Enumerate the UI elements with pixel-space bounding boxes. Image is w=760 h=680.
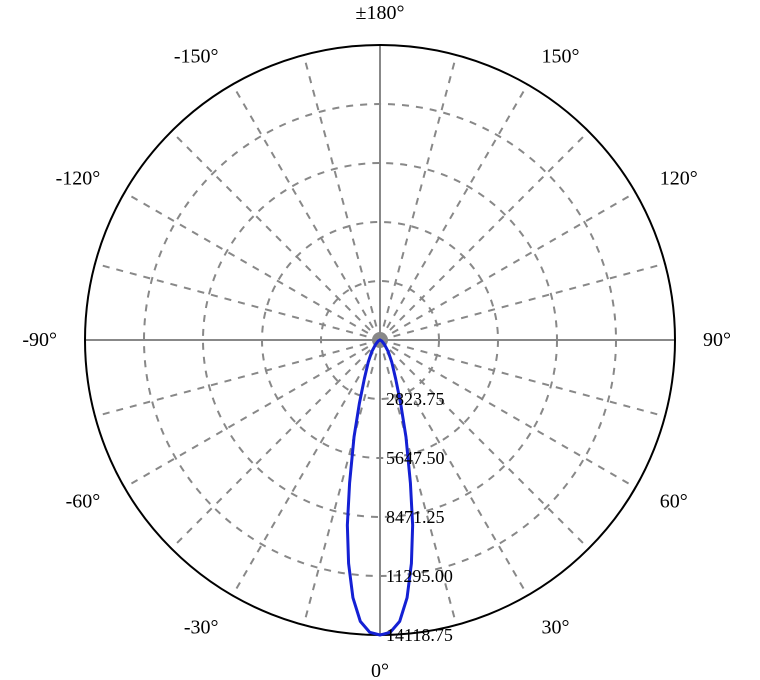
angle-label: 0° — [371, 660, 389, 680]
angle-label: -150° — [174, 45, 219, 67]
spoke — [380, 193, 635, 341]
spoke — [233, 85, 381, 340]
angle-label: -120° — [56, 168, 101, 190]
radial-tick-label: 14118.75 — [386, 625, 453, 645]
angle-label: 60° — [660, 491, 688, 513]
spoke — [171, 131, 380, 340]
angle-label: 30° — [542, 617, 570, 639]
angle-label: -90° — [22, 329, 57, 351]
spoke — [95, 340, 380, 416]
spoke — [125, 193, 380, 341]
spoke — [380, 264, 665, 340]
angle-label: 150° — [542, 45, 580, 67]
spoke — [304, 340, 380, 625]
angle-label: -30° — [184, 617, 219, 639]
angle-label: -60° — [66, 491, 101, 513]
angle-label: 90° — [703, 329, 731, 351]
radial-tick-label: 11295.00 — [386, 566, 453, 586]
spoke — [380, 55, 456, 340]
radial-tick-labels: 2823.75 5647.50 8471.25 11295.00 14118.75 — [386, 389, 453, 645]
spoke — [380, 85, 528, 340]
spoke — [304, 55, 380, 340]
radial-tick-label: 8471.25 — [386, 507, 445, 527]
spoke — [380, 131, 589, 340]
angle-label: ±180° — [356, 2, 405, 24]
spoke — [95, 264, 380, 340]
angle-label: 120° — [660, 168, 698, 190]
radial-tick-label: 5647.50 — [386, 448, 445, 468]
polar-chart: 2823.75 5647.50 8471.25 11295.00 14118.75 ±18… — [0, 0, 760, 680]
spoke — [233, 340, 381, 595]
spoke — [125, 340, 380, 488]
radial-tick-label: 2823.75 — [386, 389, 445, 409]
